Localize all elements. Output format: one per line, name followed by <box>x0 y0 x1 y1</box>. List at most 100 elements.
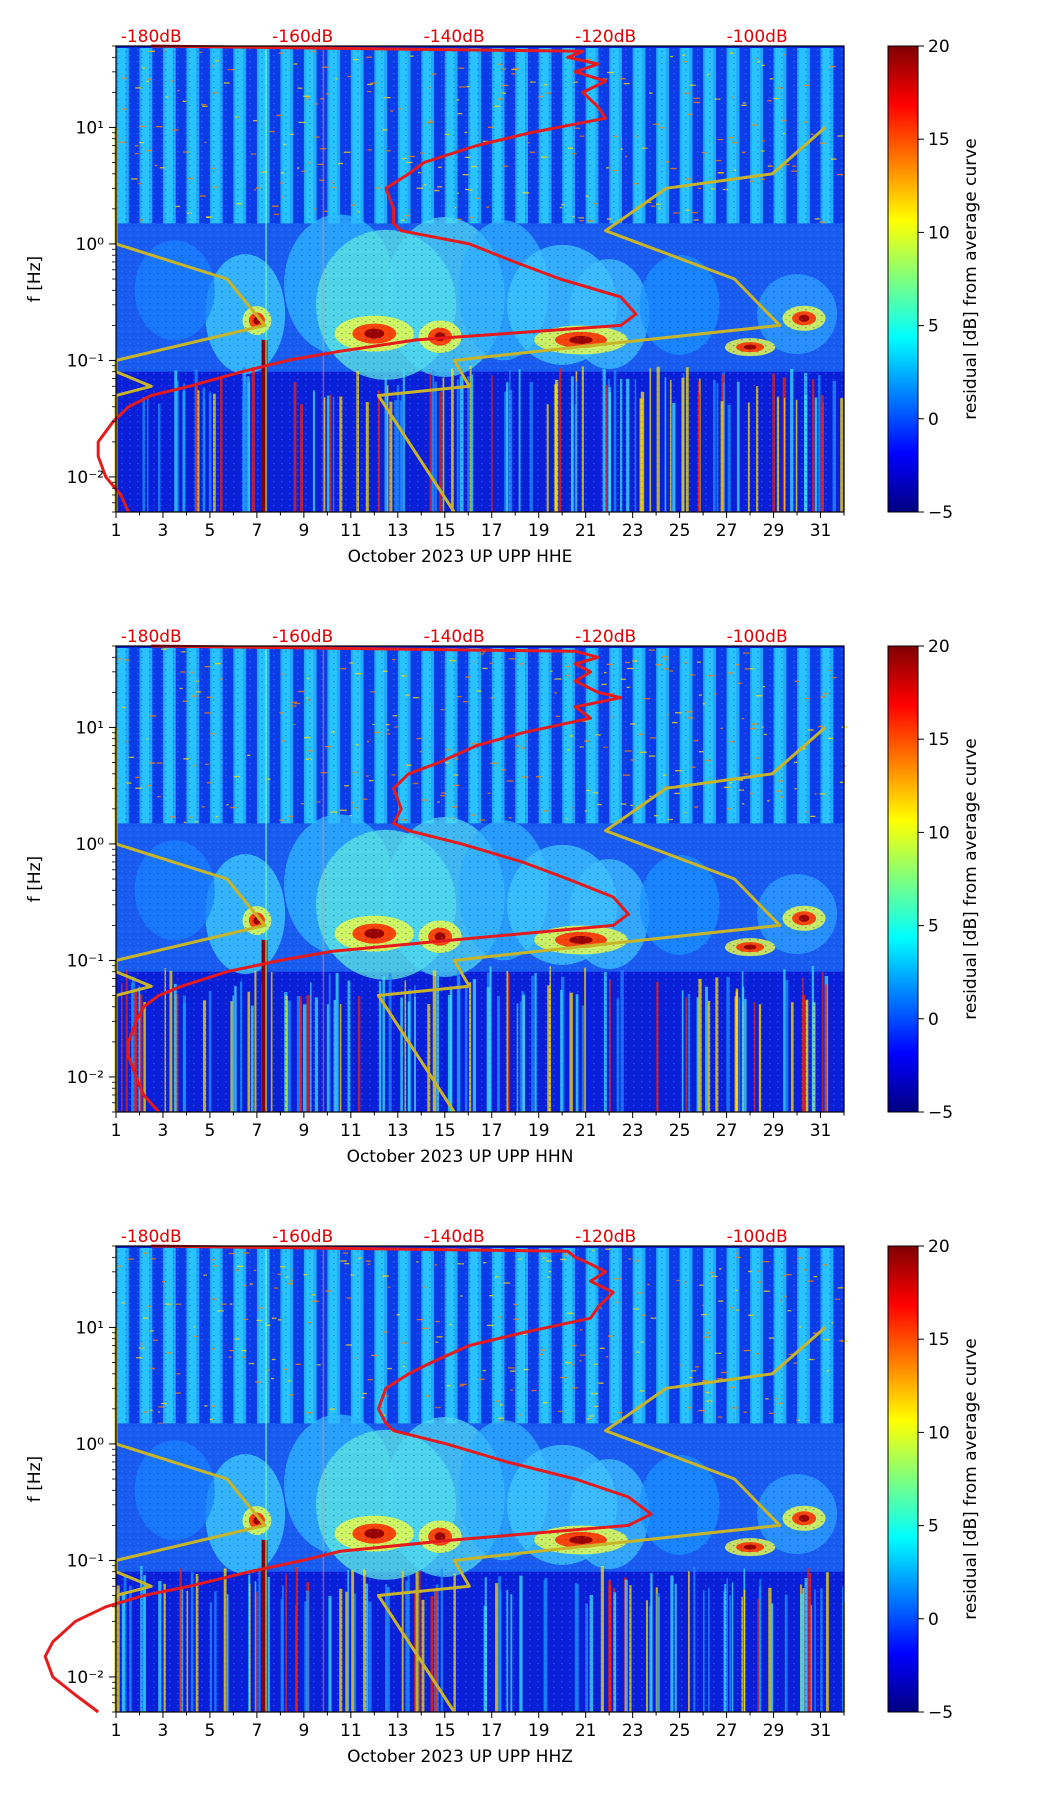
x-tick-label: 17 <box>481 1121 503 1141</box>
heatmap <box>116 646 849 1112</box>
y-tick-label: 10⁻² <box>67 1668 104 1688</box>
y-tick-label: 10⁰ <box>76 235 105 255</box>
x-tick-label: 31 <box>810 1121 832 1141</box>
x-tick-label: 7 <box>251 521 262 541</box>
x-tick-label: 23 <box>622 1721 644 1741</box>
x-tick-label: 31 <box>810 521 832 541</box>
x-tick-label: 27 <box>716 1121 738 1141</box>
heatmap <box>116 1246 849 1712</box>
db-label: -120dB <box>575 27 636 47</box>
y-tick-label: 10⁻² <box>67 1068 104 1088</box>
y-tick-label: 10⁻¹ <box>67 1551 104 1571</box>
y-axis: 10⁻² 10⁻¹ 10⁰ 10¹ f [Hz] <box>25 1245 116 1713</box>
colorbar-tick-label: 5 <box>928 917 939 937</box>
colorbar: 20 15 10 5 0 −5 residual [dB] from average cur… <box>887 637 981 1123</box>
x-tick-label: 23 <box>622 521 644 541</box>
y-axis-label: f [Hz] <box>25 256 45 302</box>
y-tick-label: 10¹ <box>76 718 104 738</box>
x-tick-label: 5 <box>205 521 216 541</box>
colorbar-tick-label: −5 <box>928 1703 953 1723</box>
colorbar-tick-label: 10 <box>928 223 950 243</box>
psd-curve <box>127 644 630 1113</box>
colorbar-tick-label: 0 <box>928 1610 939 1630</box>
colorbar-tick-label: 15 <box>928 1330 950 1350</box>
x-tick-label: 15 <box>434 1121 456 1141</box>
x-tick-label: 19 <box>528 1121 550 1141</box>
x-tick-label: 3 <box>158 1121 169 1141</box>
db-label: -160dB <box>272 27 333 47</box>
db-label: -120dB <box>575 627 636 647</box>
x-tick-label: 17 <box>481 521 503 541</box>
db-scale: -180dB -160dB -140dB -120dB -100dB <box>121 27 788 47</box>
y-tick-label: 10⁻² <box>67 468 104 488</box>
colorbar-tick-label: 10 <box>928 823 950 843</box>
colorbar-label: residual [dB] from average curve <box>961 138 981 419</box>
x-tick-label: 9 <box>298 1721 309 1741</box>
x-tick-label: 11 <box>340 1121 362 1141</box>
x-tick-label: 29 <box>763 1121 785 1141</box>
x-tick-label: 9 <box>298 521 309 541</box>
x-tick-label: 27 <box>716 521 738 541</box>
db-label: -160dB <box>272 627 333 647</box>
x-tick-label: 1 <box>111 521 122 541</box>
colorbar-tick-label: 0 <box>928 410 939 430</box>
db-label: -100dB <box>727 627 788 647</box>
x-tick-label: 25 <box>669 1721 691 1741</box>
db-label: -140dB <box>424 627 485 647</box>
db-label: -180dB <box>121 27 182 47</box>
y-tick-label: 10⁰ <box>76 835 105 855</box>
db-label: -100dB <box>727 1227 788 1247</box>
db-scale: -180dB -160dB -140dB -120dB -100dB <box>121 627 788 647</box>
nhnm-model-curve <box>376 126 827 513</box>
y-axis-label: f [Hz] <box>25 856 45 902</box>
y-tick-label: 10⁰ <box>76 1435 105 1455</box>
y-axis: 10⁻² 10⁻¹ 10⁰ 10¹ f [Hz] <box>25 645 116 1113</box>
db-scale: -180dB -160dB -140dB -120dB -100dB <box>121 1227 788 1247</box>
x-tick-label: 11 <box>340 1721 362 1741</box>
x-tick-label: 29 <box>763 521 785 541</box>
y-tick-label: 10¹ <box>76 1318 104 1338</box>
db-label: -180dB <box>121 627 182 647</box>
colorbar-tick-label: 5 <box>928 1517 939 1537</box>
x-tick-label: 9 <box>298 1121 309 1141</box>
colorbar-tick-label: 15 <box>928 130 950 150</box>
colorbar-label: residual [dB] from average curve <box>961 738 981 1019</box>
db-label: -100dB <box>727 27 788 47</box>
x-tick-label: 27 <box>716 1721 738 1741</box>
db-label: -120dB <box>575 1227 636 1247</box>
nhnm-model-curve <box>376 726 827 1113</box>
nhnm-model-curve <box>376 1326 827 1713</box>
colorbar-tick-label: 20 <box>928 637 950 657</box>
x-tick-label: 5 <box>205 1121 216 1141</box>
x-axis-label: October 2023 UP UPP HHN <box>347 1147 574 1167</box>
db-label: -140dB <box>424 27 485 47</box>
db-label: -140dB <box>424 1227 485 1247</box>
y-tick-label: 10⁻¹ <box>67 951 104 971</box>
y-tick-label: 10¹ <box>76 118 104 138</box>
db-label: -160dB <box>272 1227 333 1247</box>
x-axis-label: October 2023 UP UPP HHE <box>348 547 573 567</box>
x-tick-label: 21 <box>575 521 597 541</box>
x-tick-label: 31 <box>810 1721 832 1741</box>
x-tick-label: 21 <box>575 1121 597 1141</box>
colorbar-tick-label: 5 <box>928 317 939 337</box>
x-tick-label: 1 <box>111 1721 122 1741</box>
x-tick-label: 19 <box>528 1721 550 1741</box>
x-tick-label: 21 <box>575 1721 597 1741</box>
x-tick-label: 3 <box>158 521 169 541</box>
x-tick-label: 5 <box>205 1721 216 1741</box>
x-tick-label: 23 <box>622 1121 644 1141</box>
x-tick-label: 1 <box>111 1121 122 1141</box>
x-tick-label: 7 <box>251 1121 262 1141</box>
x-tick-label: 13 <box>387 521 409 541</box>
x-tick-label: 17 <box>481 1721 503 1741</box>
colorbar-tick-label: 0 <box>928 1010 939 1030</box>
x-axis-label: October 2023 UP UPP HHZ <box>347 1747 573 1767</box>
colorbar-tick-label: 15 <box>928 730 950 750</box>
